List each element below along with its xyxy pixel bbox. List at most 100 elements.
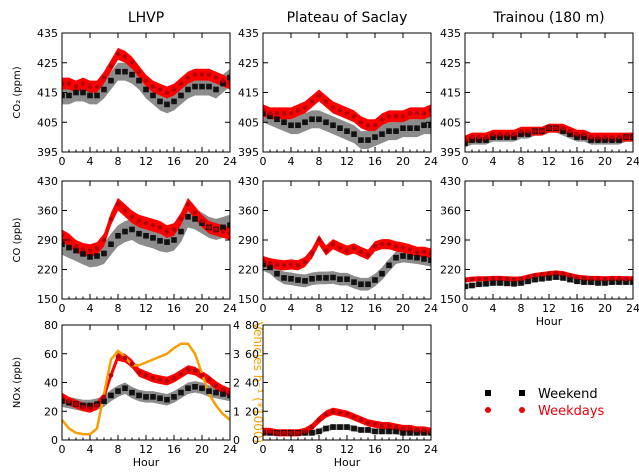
weekend-point [73, 89, 79, 96]
weekend-point [295, 122, 301, 129]
weekend-point [393, 128, 399, 134]
weekdays-point [567, 128, 573, 134]
weekend-point [428, 257, 431, 264]
weekdays-point [274, 262, 280, 267]
weekend-point [553, 274, 559, 280]
weekend-point [414, 430, 420, 436]
weekdays-point [122, 355, 128, 361]
weekend-point [288, 275, 294, 282]
weekend-point [185, 214, 191, 220]
weekend-point [94, 253, 100, 259]
weekend-point [344, 276, 350, 282]
weekend-point [171, 394, 177, 400]
weekend-point [358, 281, 364, 288]
weekdays-point [539, 128, 545, 134]
weekend-point [192, 83, 198, 90]
weekend-point [504, 280, 510, 287]
weekdays-point [574, 131, 580, 137]
y-tick-label: 60 [44, 348, 58, 361]
x-tick-label: 16 [167, 302, 181, 315]
weekdays-point [94, 246, 100, 251]
x-tick-label: 8 [316, 155, 323, 168]
y-right-axis-label: Vehicles h⁻¹ (*1000) [251, 322, 265, 443]
weekdays-point [553, 270, 559, 276]
weekdays-point [465, 277, 468, 283]
y-tick-label: 0 [51, 434, 58, 447]
weekdays-point [525, 128, 531, 134]
weekdays-point [511, 276, 517, 282]
weekend-point [546, 275, 552, 281]
weekdays-point [87, 84, 93, 89]
x-tick-label: 12 [542, 302, 556, 315]
weekdays-point [518, 276, 524, 282]
weekdays-point [393, 424, 399, 430]
weekdays-point [400, 245, 406, 250]
x-tick-label: 0 [59, 302, 66, 315]
y-tick-label: 290 [238, 234, 259, 247]
weekdays-point [421, 111, 427, 116]
weekdays-point [393, 244, 399, 249]
x-axis-label: Hour [133, 456, 160, 469]
weekdays-point [609, 134, 615, 140]
weekdays-point [115, 201, 121, 207]
weekend-point [539, 275, 545, 282]
x-tick-label: 24 [424, 302, 438, 315]
weekdays-point [150, 222, 156, 228]
weekdays-point [379, 241, 385, 247]
weekdays-point [372, 244, 378, 249]
weekdays-point [386, 114, 392, 119]
weekend-point [171, 237, 177, 243]
weekend-point [94, 92, 100, 99]
x-tick-label: 16 [368, 155, 382, 168]
weekdays-point [80, 404, 86, 410]
weekdays-band [62, 197, 230, 257]
weekdays-point [532, 128, 538, 134]
weekdays-point [185, 75, 191, 80]
y-tick-label: 40 [245, 377, 259, 390]
y-right-tick-label: 2 [233, 377, 240, 390]
weekdays-point [504, 131, 510, 137]
weekend-point [101, 398, 107, 404]
weekdays-point [281, 430, 287, 436]
weekdays-point [213, 227, 219, 232]
weekend-point [602, 137, 608, 143]
y-tick-label: 220 [37, 264, 58, 277]
weekend-point [330, 122, 336, 129]
panel-co2-lhvp: 0 4 8 12 16 20 24 395 405 415 425 435 CO₂ (ppm) [12, 27, 237, 168]
x-tick-label: 0 [260, 443, 267, 456]
weekdays-point [101, 394, 107, 400]
weekend-point [330, 424, 336, 430]
weekend-point [379, 131, 385, 137]
weekend-point [490, 134, 496, 140]
legend-marker-weekend [519, 390, 525, 396]
weekend-point [465, 283, 468, 290]
weekdays-band [263, 89, 431, 132]
weekend-point [101, 86, 107, 93]
weekend-point [379, 270, 385, 277]
x-tick-label: 12 [139, 155, 153, 168]
y-tick-label: 435 [37, 27, 58, 40]
weekdays-point [108, 216, 114, 222]
x-tick-label: 12 [340, 443, 354, 456]
weekend-point [574, 278, 580, 285]
y-tick-label: 80 [44, 319, 58, 332]
y-tick-label: 360 [238, 205, 259, 218]
weekend-point [407, 125, 413, 131]
x-tick-label: 20 [396, 443, 410, 456]
weekend-point [206, 388, 212, 394]
weekdays-point [588, 276, 594, 281]
weekend-point [227, 392, 230, 399]
weekdays-point [358, 417, 364, 423]
weekdays-point [309, 99, 315, 104]
weekdays-point [511, 131, 517, 137]
weekdays-point [129, 60, 135, 66]
weekdays-point [330, 241, 336, 247]
x-tick-label: 20 [396, 155, 410, 168]
weekdays-point [428, 251, 431, 256]
weekdays-point [66, 81, 72, 86]
weekdays-point [609, 276, 615, 281]
weekdays-point [386, 423, 392, 428]
weekdays-point [122, 208, 128, 213]
weekend-point [393, 254, 399, 261]
